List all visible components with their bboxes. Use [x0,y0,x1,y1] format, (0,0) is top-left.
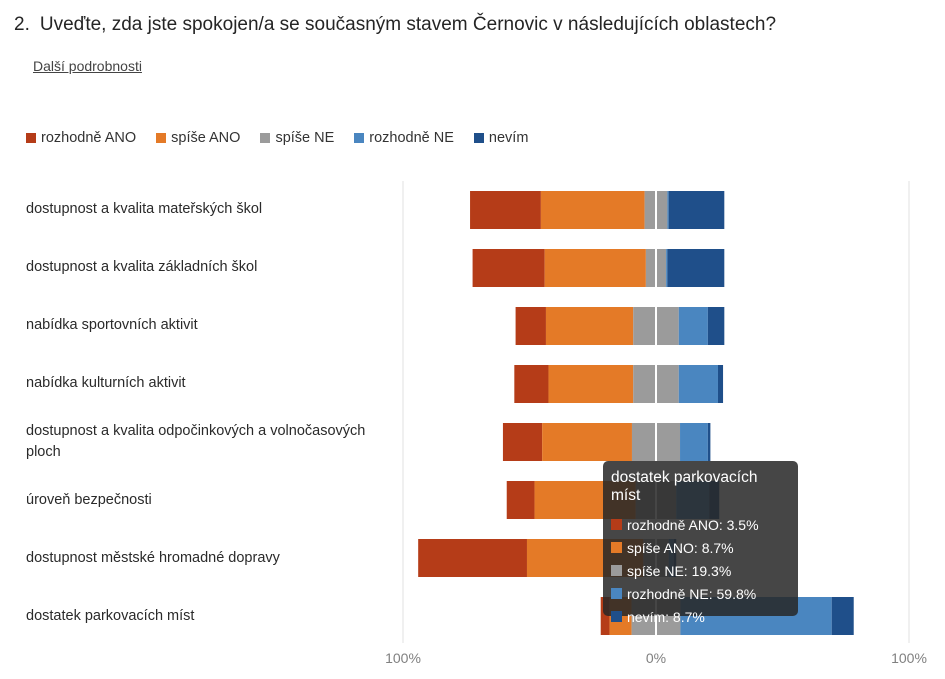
tooltip-row: rozhodně ANO: 3.5% [611,513,790,536]
legend-label: rozhodně ANO [41,130,137,146]
legend-swatch [260,133,271,143]
bar-segment [540,191,645,229]
category-label: úroveň bezpečnosti [26,492,152,508]
legend-label: spíše ANO [171,130,241,146]
bar-segment [667,249,725,287]
legend-item-rozhodne-ne[interactable]: rozhodně NE [354,130,454,146]
legend-item-spise-ne[interactable]: spíše NE [260,130,334,146]
bar-segment [707,307,725,345]
tooltip-row-label: rozhodně NE: 59.8% [627,585,757,602]
question-title: 2. Uveďte, zda jste spokojen/a se současn… [14,14,776,36]
legend-label: nevím [488,130,529,146]
category-label: nabídka sportovních aktivit [26,317,198,333]
tooltip-row-label: spíše NE: 19.3% [627,562,732,579]
tooltip-swatch [611,588,622,599]
category-label: dostupnost a kvalita mateřských škol [26,201,263,217]
bar-segment [418,539,527,577]
tooltip-row: nevím: 8.7% [611,605,790,628]
legend-label: rozhodně NE [369,130,454,146]
legend-item-nevim[interactable]: nevím [473,130,529,146]
bar-segment [470,191,541,229]
tooltip-swatch [611,611,622,622]
category-label: dostupnost a kvalita základních škol [26,259,258,275]
legend-item-rozhodne-ano[interactable]: rozhodně ANO [26,130,136,146]
x-tick-label: 100% [385,650,421,666]
category-label: dostatek parkovacích míst [26,608,195,624]
bar-segment [666,249,668,287]
bar-segment [544,249,646,287]
bar-segment [600,597,610,635]
x-tick-label: 0% [646,650,666,666]
bar-segment [707,423,711,461]
bar-segment [514,365,549,403]
tooltip-row: spíše ANO: 8.7% [611,536,790,559]
legend-label: spíše NE [275,130,335,146]
details-link[interactable]: Další podrobnosti [33,58,142,74]
legend-item-spise-ano[interactable]: spíše ANO [156,130,240,146]
bar-segment [678,307,708,345]
question-text: Uveďte, zda jste spokojen/a se současným… [39,14,777,35]
question-number: 2. [14,14,30,35]
bar-segment [472,249,545,287]
chart-tooltip: dostatek parkovacích míst rozhodně ANO: … [603,461,798,625]
tooltip-title: dostatek parkovacích míst [611,469,758,504]
category-label: dostupnost a kvalita odpočinkových a vol… [26,423,366,460]
tooltip-row-label: spíše ANO: 8.7% [627,539,734,556]
legend-swatch [156,133,167,143]
tooltip-row: spíše NE: 19.3% [611,559,790,582]
legend-swatch [473,133,484,143]
bar-segment [515,307,546,345]
bar-segment [548,365,634,403]
bar-segment [667,191,669,229]
bar-segment [717,365,724,403]
bar-segment [502,423,543,461]
bar-segment [680,423,708,461]
bar-segment [831,597,854,635]
tooltip-swatch [611,519,622,530]
category-label: nabídka kulturních aktivit [26,375,186,391]
chart-legend: rozhodně ANO spíše ANO spíše NE rozhodně… [26,130,548,146]
bar-segment [678,365,718,403]
bar-segment [545,307,634,345]
tooltip-row: rozhodně NE: 59.8% [611,582,790,605]
bar-segment [542,423,632,461]
legend-swatch [354,133,365,143]
bar-segment [506,481,535,519]
tooltip-row-label: rozhodně ANO: 3.5% [627,516,759,533]
x-tick-label: 100% [891,650,927,666]
category-label: dostupnost městské hromadné dopravy [26,550,280,566]
bar-segment [668,191,725,229]
tooltip-swatch [611,542,622,553]
tooltip-swatch [611,565,622,576]
tooltip-row-label: nevím: 8.7% [627,608,705,625]
legend-swatch [26,133,36,143]
